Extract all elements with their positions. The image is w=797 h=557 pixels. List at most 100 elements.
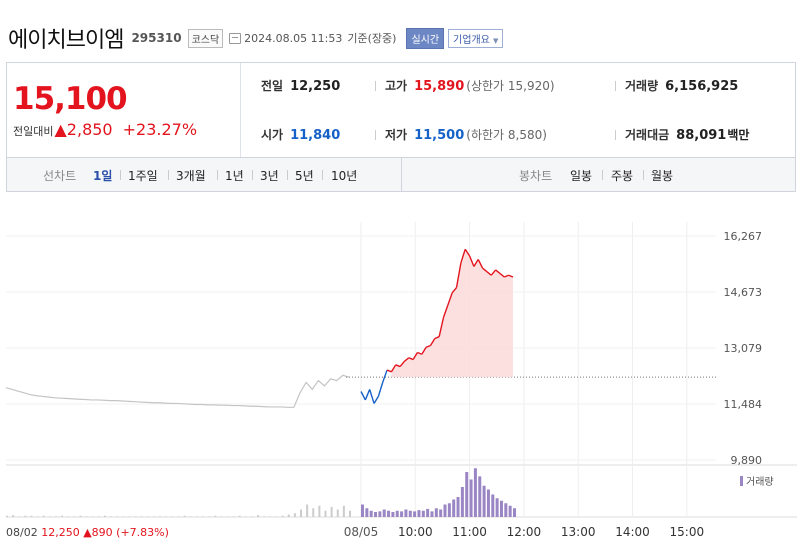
volume-bar	[293, 513, 296, 517]
price-line-segment	[495, 269, 501, 275]
prev-day-summary-part: (+7.83%)	[116, 526, 169, 539]
volume-bar	[408, 510, 412, 517]
volume-bar	[486, 489, 490, 517]
price-line-segment	[490, 269, 497, 276]
tab-1d[interactable]: 1일	[93, 169, 113, 183]
volume-bar	[430, 511, 434, 517]
tab-10y[interactable]: 10년	[331, 169, 358, 183]
prev-day-summary-part: 08/02	[6, 526, 41, 539]
volume-bar	[342, 505, 345, 517]
volume-bar	[318, 505, 321, 517]
stat-label: 시가	[261, 128, 284, 142]
volume-bar	[426, 508, 430, 517]
volume-bar	[24, 515, 27, 517]
volume-bar	[508, 505, 512, 517]
divider	[615, 81, 616, 91]
volume-legend-swatch	[740, 476, 743, 486]
volume-bar	[257, 515, 260, 517]
stat-prev-close: 전일 12,250	[261, 77, 340, 94]
price-line-segment	[399, 360, 405, 368]
volume-bar	[491, 494, 495, 517]
volume-bar	[238, 515, 241, 517]
price-line-segment	[438, 317, 445, 337]
volume-bar	[195, 516, 198, 517]
volume-bar	[495, 498, 499, 517]
current-price-box: 15,100 전일대비 ▲ 2,850 +23.27%	[7, 63, 241, 157]
price-line-segment	[473, 259, 479, 267]
price-line-segment	[403, 357, 410, 362]
volume-bar	[374, 512, 378, 517]
volume-bar	[382, 509, 386, 517]
volume-bar	[482, 485, 486, 517]
stat-value: 11,840	[290, 128, 341, 143]
chevron-down-icon: ▼	[493, 36, 499, 45]
price-line-segment	[373, 396, 379, 404]
tab-5y[interactable]: 5년	[295, 169, 314, 183]
volume-bar	[465, 472, 469, 517]
volume-bar	[417, 510, 421, 517]
volume-bar	[36, 516, 39, 517]
volume-bar	[387, 510, 391, 517]
divider	[602, 170, 603, 180]
stat-value: 15,890	[414, 79, 465, 94]
volume-bar	[269, 516, 272, 517]
price-change-rate: +23.27%	[122, 120, 198, 139]
volume-bar	[460, 487, 464, 517]
volume-bar	[116, 516, 119, 517]
tab-3y[interactable]: 3년	[260, 169, 279, 183]
volume-bar	[306, 504, 309, 517]
company-overview-button[interactable]: 기업개요 ▼	[448, 28, 504, 48]
tab-daily[interactable]: 일봉	[570, 169, 593, 183]
price-line-segment	[417, 351, 423, 355]
stat-label: 고가	[385, 79, 408, 93]
price-line-segment	[455, 262, 462, 288]
price-area	[5, 248, 716, 408]
tab-3m[interactable]: 3개월	[176, 169, 206, 183]
volume-bar	[104, 515, 106, 517]
stock-code: 295310	[131, 31, 182, 45]
price-line-segment	[369, 389, 375, 404]
volume-bar	[91, 516, 94, 517]
candle-chart-label: 봉차트	[519, 169, 553, 183]
price-summary: 15,100 전일대비 ▲ 2,850 +23.27% 전일 12,250 고가…	[6, 62, 796, 158]
tab-1w[interactable]: 1주일	[128, 169, 158, 183]
price-line-segment	[451, 287, 458, 294]
price-line-segment	[508, 274, 514, 278]
company-name: 에이치브이엠	[8, 28, 124, 53]
volume-legend-label: 거래량	[746, 476, 774, 488]
volume-bar	[220, 516, 223, 517]
volume-bar	[447, 503, 451, 517]
divider	[375, 81, 376, 91]
price-line-segment	[482, 267, 488, 273]
stat-value: 6,156,925	[665, 79, 739, 94]
divider	[168, 170, 169, 180]
volume-bar	[244, 516, 247, 517]
prev-day-summary-part: ▲	[83, 526, 92, 539]
stat-volume: 거래량 6,156,925	[625, 77, 738, 94]
volume-bar	[312, 508, 315, 517]
price-line-segment	[499, 272, 505, 278]
price-line-segment	[486, 271, 492, 276]
volume-bar	[85, 516, 88, 517]
volume-bar	[153, 516, 155, 517]
realtime-button[interactable]: 실시간	[406, 27, 445, 49]
tab-weekly[interactable]: 주봉	[611, 169, 634, 183]
stock-header: 에이치브이엠 295310 코스닥 2024.08.05 11:53 기준(장중…	[8, 22, 504, 54]
volume-bar	[18, 516, 21, 517]
divider	[615, 130, 616, 140]
volume-bar	[110, 516, 113, 517]
volume-area	[6, 468, 516, 517]
tab-monthly[interactable]: 월봉	[651, 169, 674, 183]
market-badge: 코스닥	[187, 28, 224, 48]
price-change-row: 전일대비 ▲ 2,850 +23.27%	[13, 120, 197, 139]
price-line-segment	[447, 292, 453, 306]
divider	[217, 170, 218, 180]
divider	[643, 170, 644, 180]
volume-bar	[189, 516, 192, 517]
calendar-clock-icon	[229, 32, 242, 44]
price-line-segment	[390, 364, 397, 373]
tab-1y[interactable]: 1년	[225, 169, 244, 183]
volume-bar	[208, 516, 211, 517]
stat-value: 12,250	[290, 79, 341, 94]
volume-bar	[6, 515, 8, 517]
